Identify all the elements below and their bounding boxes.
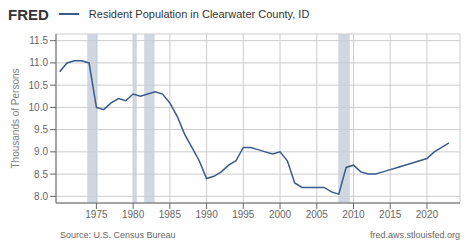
svg-text:11.5: 11.5: [29, 35, 48, 46]
svg-text:9.5: 9.5: [34, 124, 48, 135]
svg-text:Thousands of Persons: Thousands of Persons: [10, 68, 21, 168]
svg-text:1985: 1985: [159, 209, 182, 220]
svg-text:1975: 1975: [85, 209, 108, 220]
svg-text:2015: 2015: [379, 209, 402, 220]
svg-text:2010: 2010: [342, 209, 365, 220]
html-text:Resident Population in Clearwa: Resident Population in Clearwater County…: [88, 8, 310, 20]
svg-text:8.0: 8.0: [34, 191, 48, 202]
svg-text:8.5: 8.5: [34, 169, 48, 180]
svg-text:1980: 1980: [122, 209, 145, 220]
svg-text:1995: 1995: [232, 209, 255, 220]
svg-text:10.0: 10.0: [29, 102, 49, 113]
svg-text:9.0: 9.0: [34, 146, 48, 157]
svg-text:10.5: 10.5: [29, 80, 49, 91]
svg-text:1990: 1990: [195, 209, 218, 220]
svg-text:2000: 2000: [269, 209, 292, 220]
html-text:Source: U.S. Census Bureau: Source: U.S. Census Bureau: [60, 230, 176, 240]
svg-text:11.0: 11.0: [29, 57, 48, 68]
html-text:FRED: FRED: [8, 5, 49, 23]
svg-text:2020: 2020: [416, 209, 439, 220]
svg-text:2005: 2005: [306, 209, 329, 220]
html-text:fred.aws.stlouisfed.org: fred.aws.stlouisfed.org: [370, 230, 460, 240]
